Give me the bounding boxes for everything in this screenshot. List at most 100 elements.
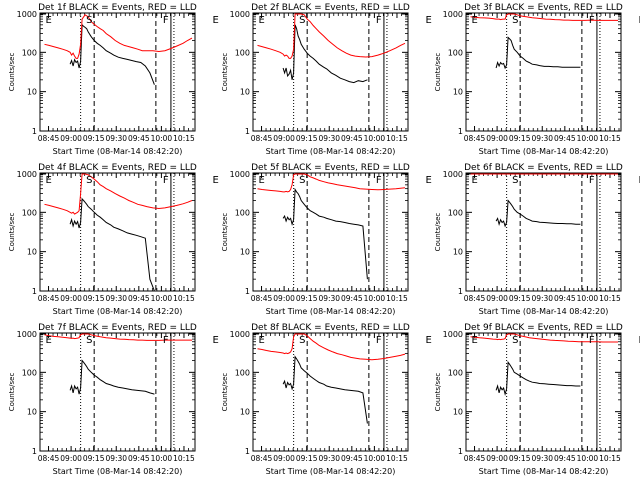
lld-series-line bbox=[257, 333, 406, 361]
x-tick-label: 09:15 bbox=[509, 454, 531, 463]
x-tick-label: 09:30 bbox=[531, 134, 553, 143]
x-tick-label: 09:15 bbox=[83, 294, 105, 303]
events-series-line bbox=[282, 355, 368, 424]
y-tick-label: 10 bbox=[240, 88, 250, 97]
x-tick-label: 10:15 bbox=[599, 454, 621, 463]
marker-letter: S bbox=[299, 335, 305, 346]
x-axis-label: Start Time (08-Mar-14 08:42:20) bbox=[266, 467, 396, 476]
x-tick-label: 08:45 bbox=[464, 294, 486, 303]
plot-frame bbox=[252, 332, 409, 452]
chart-panel-7: Det 7f BLACK = Events, RED = LLD Counts/s… bbox=[8, 323, 219, 476]
y-tick-label: 1 bbox=[32, 127, 37, 136]
marker-letter: S bbox=[512, 175, 518, 186]
y-tick-label: 10 bbox=[27, 248, 37, 257]
x-tick-label: 10:15 bbox=[386, 134, 408, 143]
events-series-line bbox=[495, 360, 581, 397]
marker-letter: E bbox=[213, 175, 219, 186]
x-tick-label: 09:45 bbox=[341, 294, 363, 303]
x-tick-label: 09:45 bbox=[128, 134, 150, 143]
marker-letter: E bbox=[46, 175, 52, 186]
marker-letter: E bbox=[213, 15, 219, 26]
plot-frame bbox=[465, 12, 622, 132]
y-tick-label: 1000 bbox=[230, 10, 250, 19]
y-tick-label: 100 bbox=[448, 208, 463, 217]
x-tick-label: 09:15 bbox=[83, 134, 105, 143]
y-tick-label: 1 bbox=[245, 127, 250, 136]
plot-area bbox=[257, 173, 406, 291]
events-series-line bbox=[495, 199, 581, 228]
x-tick-label: 10:00 bbox=[151, 294, 173, 303]
y-tick-label: 1 bbox=[458, 127, 463, 136]
x-tick-label: 09:00 bbox=[60, 134, 82, 143]
marker-letter: E bbox=[259, 335, 265, 346]
marker-letter: E bbox=[426, 175, 432, 186]
events-series-line bbox=[282, 24, 368, 84]
x-tick-label: 09:45 bbox=[341, 454, 363, 463]
marker-letter: E bbox=[472, 335, 478, 346]
marker-letter: E bbox=[46, 15, 52, 26]
y-tick-label: 100 bbox=[448, 48, 463, 57]
plot-area bbox=[470, 13, 618, 131]
y-tick-label: 1 bbox=[32, 287, 37, 296]
x-tick-label: 10:15 bbox=[599, 294, 621, 303]
x-tick-label: 10:15 bbox=[173, 454, 195, 463]
lld-series-line bbox=[44, 333, 192, 341]
x-axis-label: Start Time (08-Mar-14 08:42:20) bbox=[479, 147, 609, 156]
chart-title: Det 5f BLACK = Events, RED = LLD bbox=[251, 163, 410, 173]
x-tick-label: 09:15 bbox=[509, 294, 531, 303]
x-tick-label: 10:15 bbox=[599, 134, 621, 143]
marker-letter: S bbox=[512, 15, 518, 26]
events-series-line bbox=[495, 36, 581, 70]
y-tick-label: 1 bbox=[32, 447, 37, 456]
plot-area bbox=[470, 333, 618, 451]
y-tick-label: 1000 bbox=[443, 10, 463, 19]
y-tick-label: 100 bbox=[235, 48, 250, 57]
chart-panel-4: Det 4f BLACK = Events, RED = LLD Counts/s… bbox=[8, 163, 219, 316]
x-tick-label: 09:45 bbox=[554, 454, 576, 463]
x-tick-label: 09:00 bbox=[273, 294, 295, 303]
x-axis-label: Start Time (08-Mar-14 08:42:20) bbox=[479, 467, 609, 476]
lld-series-line bbox=[257, 13, 406, 59]
x-tick-label: 08:45 bbox=[38, 294, 60, 303]
marker-letter: E bbox=[213, 335, 219, 346]
x-tick-label: 09:45 bbox=[128, 294, 150, 303]
x-tick-label: 10:00 bbox=[364, 294, 386, 303]
marker-letter: E bbox=[472, 15, 478, 26]
y-tick-label: 100 bbox=[235, 208, 250, 217]
chart-panel-3: Det 3f BLACK = Events, RED = LLD Counts/s… bbox=[434, 3, 640, 156]
x-tick-label: 09:15 bbox=[296, 294, 318, 303]
lld-series-line bbox=[44, 14, 193, 59]
x-tick-label: 10:00 bbox=[577, 454, 599, 463]
chart-title: Det 4f BLACK = Events, RED = LLD bbox=[38, 163, 197, 173]
marker-letter: E bbox=[639, 15, 640, 26]
y-tick-label: 1000 bbox=[443, 170, 463, 179]
chart-title: Det 3f BLACK = Events, RED = LLD bbox=[464, 3, 623, 13]
chart-title: Det 1f BLACK = Events, RED = LLD bbox=[38, 3, 197, 13]
x-tick-label: 09:30 bbox=[531, 294, 553, 303]
plot-area bbox=[44, 333, 192, 451]
x-axis-label: Start Time (08-Mar-14 08:42:20) bbox=[266, 307, 396, 316]
x-tick-label: 10:00 bbox=[151, 134, 173, 143]
y-axis-label: Counts/sec bbox=[434, 213, 442, 252]
y-tick-label: 1000 bbox=[17, 330, 37, 339]
chart-panel-9: Det 9f BLACK = Events, RED = LLD Counts/s… bbox=[434, 323, 640, 476]
chart-title: Det 6f BLACK = Events, RED = LLD bbox=[464, 163, 623, 173]
marker-letter: S bbox=[86, 15, 92, 26]
marker-letter: F bbox=[376, 175, 382, 186]
y-tick-label: 1 bbox=[458, 447, 463, 456]
x-tick-label: 09:00 bbox=[486, 134, 508, 143]
marker-letter: S bbox=[512, 335, 518, 346]
x-tick-label: 09:30 bbox=[105, 134, 127, 143]
x-tick-label: 10:15 bbox=[386, 294, 408, 303]
x-tick-label: 09:15 bbox=[83, 454, 105, 463]
chart-panel-2: Det 2f BLACK = Events, RED = LLD Counts/s… bbox=[221, 3, 432, 156]
x-axis-label: Start Time (08-Mar-14 08:42:20) bbox=[266, 147, 396, 156]
x-tick-label: 09:00 bbox=[273, 454, 295, 463]
x-tick-label: 10:00 bbox=[364, 454, 386, 463]
plot-frame bbox=[39, 332, 196, 452]
y-tick-label: 10 bbox=[453, 88, 463, 97]
x-tick-label: 08:45 bbox=[464, 454, 486, 463]
marker-letter: F bbox=[163, 335, 169, 346]
plot-area bbox=[44, 13, 193, 131]
plot-area bbox=[257, 333, 406, 451]
